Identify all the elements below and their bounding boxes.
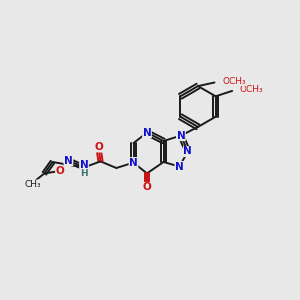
Text: O: O [56,166,64,176]
Text: H: H [80,169,88,178]
Text: N: N [80,160,88,170]
Text: OCH₃: OCH₃ [240,85,263,94]
Text: N: N [64,155,73,166]
Text: OCH₃: OCH₃ [222,77,246,86]
Text: O: O [94,142,103,152]
Text: CH₃: CH₃ [24,180,41,189]
Text: N: N [176,130,185,141]
Text: N: N [175,161,184,172]
Text: N: N [142,128,152,138]
Text: N: N [183,146,192,157]
Text: N: N [129,158,138,168]
Text: O: O [142,182,152,193]
